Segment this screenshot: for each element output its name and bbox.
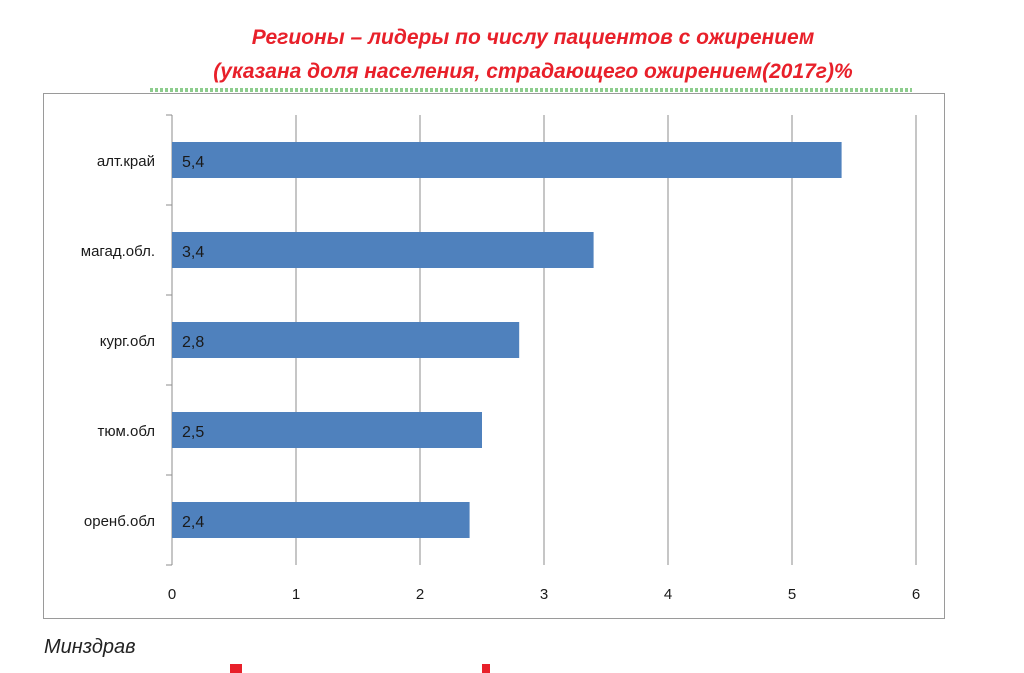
category-label: магад.обл. bbox=[81, 243, 155, 260]
chart-title: Регионы – лидеры по числу пациентов с ож… bbox=[251, 26, 815, 49]
cropped-next-line bbox=[230, 664, 490, 673]
spellcheck-underline bbox=[150, 88, 912, 92]
x-tick-label: 3 bbox=[540, 586, 548, 603]
bar bbox=[172, 502, 470, 538]
source-label: Минздрав bbox=[44, 636, 136, 658]
bar bbox=[172, 142, 842, 178]
x-tick-label: 4 bbox=[664, 586, 672, 603]
x-tick-label: 6 bbox=[912, 586, 920, 603]
category-label: алт.край bbox=[97, 153, 155, 170]
data-label: 2,5 bbox=[182, 424, 204, 441]
x-tick-label: 1 bbox=[292, 586, 300, 603]
x-tick-label: 0 bbox=[168, 586, 176, 603]
data-label: 2,4 bbox=[182, 514, 204, 531]
bar bbox=[172, 232, 594, 268]
bar bbox=[172, 412, 482, 448]
data-label: 3,4 bbox=[182, 244, 204, 261]
x-tick-label: 5 bbox=[788, 586, 796, 603]
category-label: кург.обл bbox=[100, 333, 155, 350]
category-label: оренб.обл bbox=[84, 513, 155, 530]
data-label: 5,4 bbox=[182, 154, 204, 171]
bar bbox=[172, 322, 520, 358]
chart-subtitle: (указана доля населения, страдающего ожи… bbox=[213, 60, 853, 83]
data-label: 2,8 bbox=[182, 334, 204, 351]
category-label: тюм.обл bbox=[98, 423, 155, 440]
x-tick-label: 2 bbox=[416, 586, 424, 603]
